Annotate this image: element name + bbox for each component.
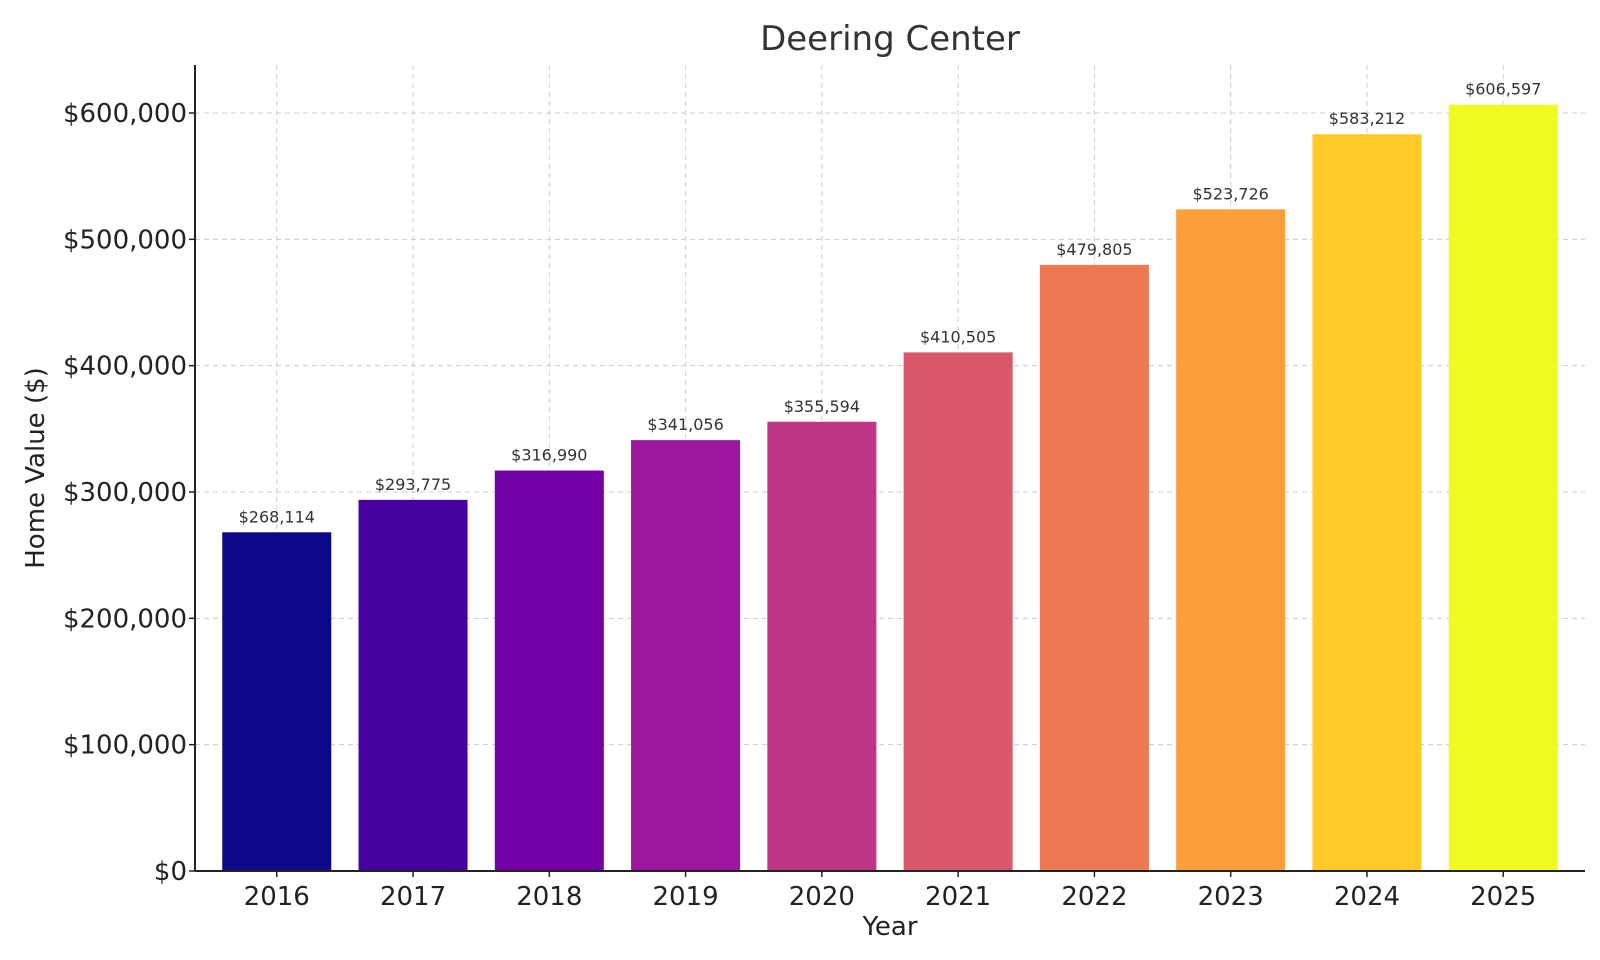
x-axis: 2016 2017 2018 2019 2020 2021 2022 2023 2024 2025 — [195, 870, 1585, 912]
data-label-2020: $355,594 — [784, 397, 860, 416]
x-tick-label: 2019 — [653, 882, 719, 912]
bar-2019[interactable] — [631, 440, 741, 871]
x-tick-label: 2017 — [380, 882, 446, 912]
bar-2022[interactable] — [1039, 264, 1149, 872]
data-label-2022: $479,805 — [1056, 240, 1132, 259]
y-tick-label: $100,000 — [63, 731, 187, 761]
data-label-2016: $268,114 — [239, 507, 315, 526]
x-tick-label: 2022 — [1061, 882, 1127, 912]
x-axis-label: Year — [861, 912, 917, 942]
bar-2024[interactable] — [1312, 134, 1422, 871]
y-tick-label: $500,000 — [63, 225, 187, 255]
x-tick-label: 2023 — [1198, 882, 1264, 912]
x-tick-label: 2025 — [1470, 882, 1536, 912]
data-label-2021: $410,505 — [920, 327, 996, 346]
data-label-2025: $606,597 — [1465, 80, 1541, 99]
y-tick-label: $0 — [154, 857, 187, 887]
data-label-2017: $293,775 — [375, 475, 451, 494]
data-label-2019: $341,056 — [647, 415, 723, 434]
x-tick-label: 2020 — [789, 882, 855, 912]
bar-2017[interactable] — [358, 499, 468, 871]
data-label-2024: $583,212 — [1329, 109, 1405, 128]
bars: $268,114 $293,775 $316,990 $341,056 $355,594… — [222, 80, 1558, 872]
y-tick-label: $600,000 — [63, 99, 187, 129]
y-tick-label: $300,000 — [63, 478, 187, 508]
bar-2016[interactable] — [222, 532, 332, 871]
x-tick-label: 2024 — [1334, 882, 1400, 912]
bar-2020[interactable] — [767, 421, 877, 871]
chart-title: Deering Center — [760, 19, 1020, 59]
data-label-2018: $316,990 — [511, 446, 587, 465]
bar-2025[interactable] — [1448, 104, 1558, 872]
x-tick-label: 2016 — [244, 882, 310, 912]
y-tick-label: $200,000 — [63, 604, 187, 634]
y-axis: $0 $100,000 $200,000 $300,000 $400,000 $500,0… — [63, 65, 196, 887]
x-tick-label: 2021 — [925, 882, 991, 912]
data-label-2023: $523,726 — [1193, 184, 1269, 203]
y-axis-label: Home Value ($) — [21, 367, 51, 569]
bar-2021[interactable] — [903, 352, 1013, 871]
bar-2018[interactable] — [494, 470, 604, 871]
x-tick-label: 2018 — [516, 882, 582, 912]
y-tick-label: $400,000 — [63, 352, 187, 382]
bar-2023[interactable] — [1176, 209, 1286, 871]
